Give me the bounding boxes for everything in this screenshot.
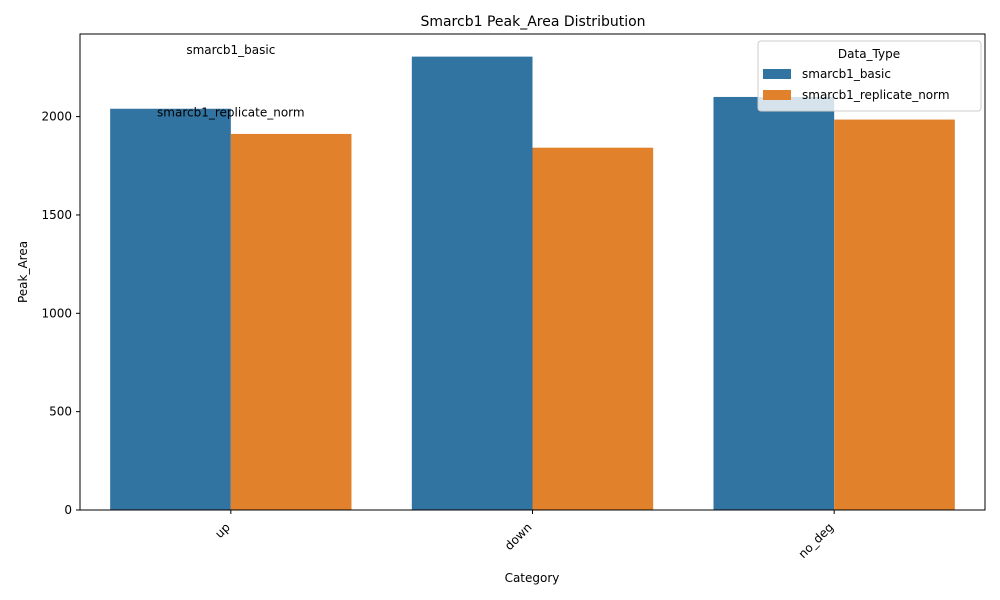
- bar-smarcb1_basic-down: [411, 56, 533, 510]
- legend-label-smarcb1_replicate_norm: smarcb1_replicate_norm: [802, 88, 950, 102]
- annotation-smarcb1_replicate_norm: smarcb1_replicate_norm: [157, 106, 305, 120]
- bar-smarcb1_basic-up: [110, 108, 231, 510]
- legend-swatch-smarcb1_basic: [763, 69, 791, 79]
- y-tick-label: 1000: [41, 306, 72, 320]
- annotation-smarcb1_basic: smarcb1_basic: [186, 43, 275, 57]
- x-tick-label-no_deg: no_deg: [796, 520, 837, 561]
- legend-label-smarcb1_basic: smarcb1_basic: [802, 67, 891, 81]
- y-axis-label: Peak_Area: [16, 241, 30, 303]
- bar-smarcb1_replicate_norm-no_deg: [834, 119, 955, 510]
- x-tick-label-up: up: [212, 520, 233, 541]
- x-axis-label: Category: [505, 571, 560, 585]
- x-tick-label-down: down: [502, 520, 535, 553]
- y-tick-label: 500: [49, 405, 72, 419]
- y-tick-label: 1500: [41, 208, 72, 222]
- y-tick-label: 0: [64, 503, 72, 517]
- legend-frame: [757, 40, 982, 112]
- legend-swatch-smarcb1_replicate_norm: [763, 90, 791, 100]
- legend-title: Data_Type: [838, 47, 900, 61]
- annotations-layer: smarcb1_basic smarcb1_replicate_norm: [157, 43, 305, 120]
- legend-entries: smarcb1_basic smarcb1_replicate_norm: [763, 67, 950, 102]
- y-tick-label: 2000: [41, 110, 72, 124]
- bar-smarcb1_replicate_norm-down: [532, 147, 654, 510]
- bars-layer: [110, 56, 955, 511]
- bar-smarcb1_replicate_norm-up: [230, 133, 352, 510]
- bar-smarcb1_basic-no_deg: [713, 96, 835, 511]
- chart-title: Smarcb1 Peak_Area Distribution: [420, 14, 645, 30]
- legend: Data_Type smarcb1_basic smarcb1_replicate…: [757, 40, 982, 112]
